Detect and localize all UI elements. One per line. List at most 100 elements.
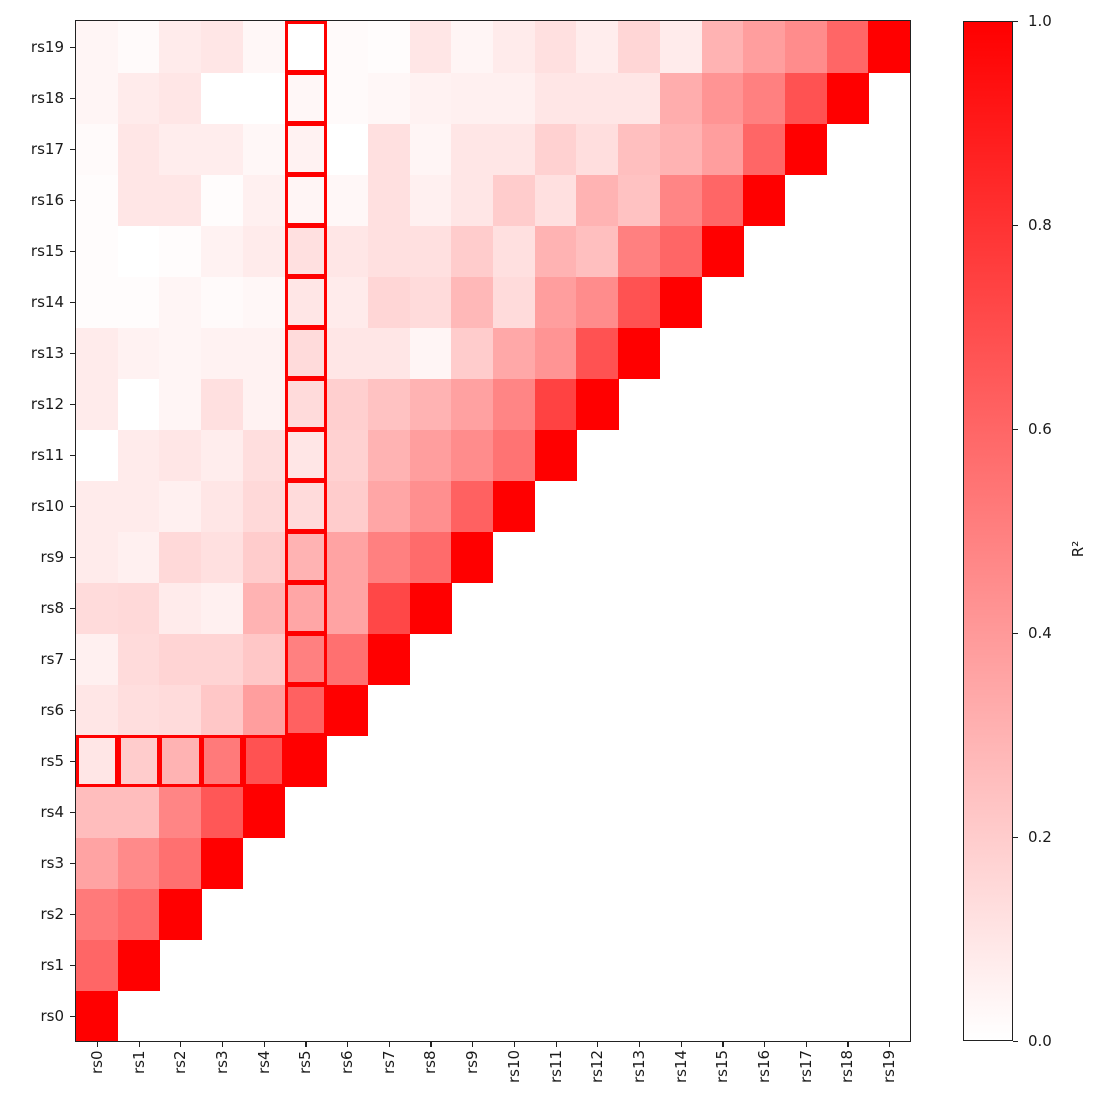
y-tick-label: rs8: [40, 598, 64, 617]
x-tick-label: rs10: [504, 1049, 523, 1083]
y-tick-label: rs5: [40, 751, 64, 770]
heatmap-cell: [326, 633, 369, 685]
heatmap-cell: [201, 174, 244, 226]
heatmap-cell: [117, 480, 160, 532]
heatmap-cell: [701, 225, 744, 277]
heatmap-cell: [242, 225, 285, 277]
x-tick-mark: [597, 1042, 599, 1047]
heatmap-cell: [76, 939, 119, 991]
heatmap-cell: [284, 327, 327, 379]
y-tick-mark: [70, 556, 75, 558]
y-tick-label: rs2: [40, 904, 64, 923]
heatmap-cell: [868, 21, 911, 73]
heatmap-cell: [326, 582, 369, 634]
heatmap-cell: [576, 123, 619, 175]
heatmap-cell: [409, 480, 452, 532]
heatmap-cell: [784, 21, 828, 73]
heatmap-cell: [201, 72, 244, 124]
x-tick-label: rs18: [838, 1049, 857, 1083]
heatmap-cell: [534, 174, 577, 226]
heatmap-cell: [76, 327, 119, 379]
x-tick-mark: [764, 1042, 766, 1047]
heatmap-cell: [659, 276, 702, 328]
heatmap-cell: [159, 786, 202, 838]
heatmap-cell: [201, 480, 244, 532]
heatmap-cell: [701, 72, 744, 124]
heatmap-cell: [76, 735, 119, 787]
heatmap-cell: [326, 72, 369, 124]
heatmap-cell: [493, 327, 536, 379]
y-tick-mark: [70, 46, 75, 48]
heatmap-cell: [284, 123, 327, 175]
heatmap-cell: [326, 174, 369, 226]
heatmap-cell: [76, 276, 119, 328]
heatmap-cell: [117, 531, 160, 583]
heatmap-cell: [76, 837, 119, 889]
heatmap-cell: [493, 21, 536, 73]
x-tick-label: rs14: [671, 1049, 690, 1083]
y-tick-label: rs12: [30, 394, 64, 413]
heatmap-cell: [409, 72, 452, 124]
heatmap-cell: [618, 123, 661, 175]
heatmap-cell: [493, 72, 536, 124]
heatmap-cell: [284, 480, 327, 532]
heatmap-cell: [117, 786, 160, 838]
heatmap-cell: [576, 174, 619, 226]
heatmap-cell: [76, 72, 119, 124]
heatmap-cell: [784, 123, 828, 175]
heatmap-cell: [534, 123, 577, 175]
colorbar-tick-label: 1.0: [1028, 12, 1052, 30]
y-tick-mark: [70, 760, 75, 762]
heatmap-cell: [159, 276, 202, 328]
heatmap-cell: [826, 21, 869, 73]
heatmap-cell: [409, 21, 452, 73]
y-tick-label: rs19: [30, 37, 64, 56]
heatmap-cell: [201, 21, 244, 73]
y-tick-label: rs0: [40, 1006, 64, 1025]
colorbar-tick-mark: [1013, 429, 1018, 431]
x-tick-mark: [680, 1042, 682, 1047]
x-tick-label: rs8: [421, 1050, 440, 1074]
x-tick-mark: [263, 1042, 265, 1047]
heatmap-cell: [284, 633, 327, 685]
colorbar-tick-mark: [1013, 837, 1018, 839]
heatmap-cell: [451, 174, 494, 226]
heatmap-cell: [743, 174, 786, 226]
heatmap-cell: [367, 21, 411, 73]
x-tick-label: rs19: [880, 1049, 899, 1083]
x-tick-mark: [430, 1042, 432, 1047]
x-tick-label: rs3: [212, 1050, 231, 1074]
x-tick-label: rs7: [379, 1050, 398, 1074]
heatmap-cell: [242, 684, 285, 736]
heatmap-cell: [534, 276, 577, 328]
x-tick-label: rs16: [755, 1049, 774, 1083]
heatmap-cell: [76, 123, 119, 175]
heatmap-cell: [451, 21, 494, 73]
heatmap-cell: [284, 582, 327, 634]
heatmap-cell: [201, 327, 244, 379]
x-tick-mark: [472, 1042, 474, 1047]
y-tick-label: rs16: [30, 190, 64, 209]
heatmap-cell: [284, 72, 327, 124]
heatmap-cell: [659, 225, 702, 277]
y-tick-mark: [70, 352, 75, 354]
y-tick-mark: [70, 505, 75, 507]
heatmap-cell: [326, 225, 369, 277]
heatmap-cell: [201, 429, 244, 481]
heatmap-cell: [201, 123, 244, 175]
heatmap-cell: [451, 123, 494, 175]
heatmap-cell: [367, 378, 411, 430]
heatmap-cell: [451, 429, 494, 481]
x-tick-label: rs15: [713, 1049, 732, 1083]
heatmap-cell: [242, 378, 285, 430]
heatmap-cell: [201, 378, 244, 430]
heatmap-cell: [159, 888, 202, 940]
heatmap-cell: [117, 837, 160, 889]
heatmap-cell: [367, 429, 411, 481]
heatmap-cell: [242, 276, 285, 328]
y-tick-label: rs4: [40, 802, 64, 821]
heatmap-cell: [576, 327, 619, 379]
heatmap-cell: [784, 72, 828, 124]
heatmap-cell: [117, 429, 160, 481]
heatmap-cell: [701, 123, 744, 175]
